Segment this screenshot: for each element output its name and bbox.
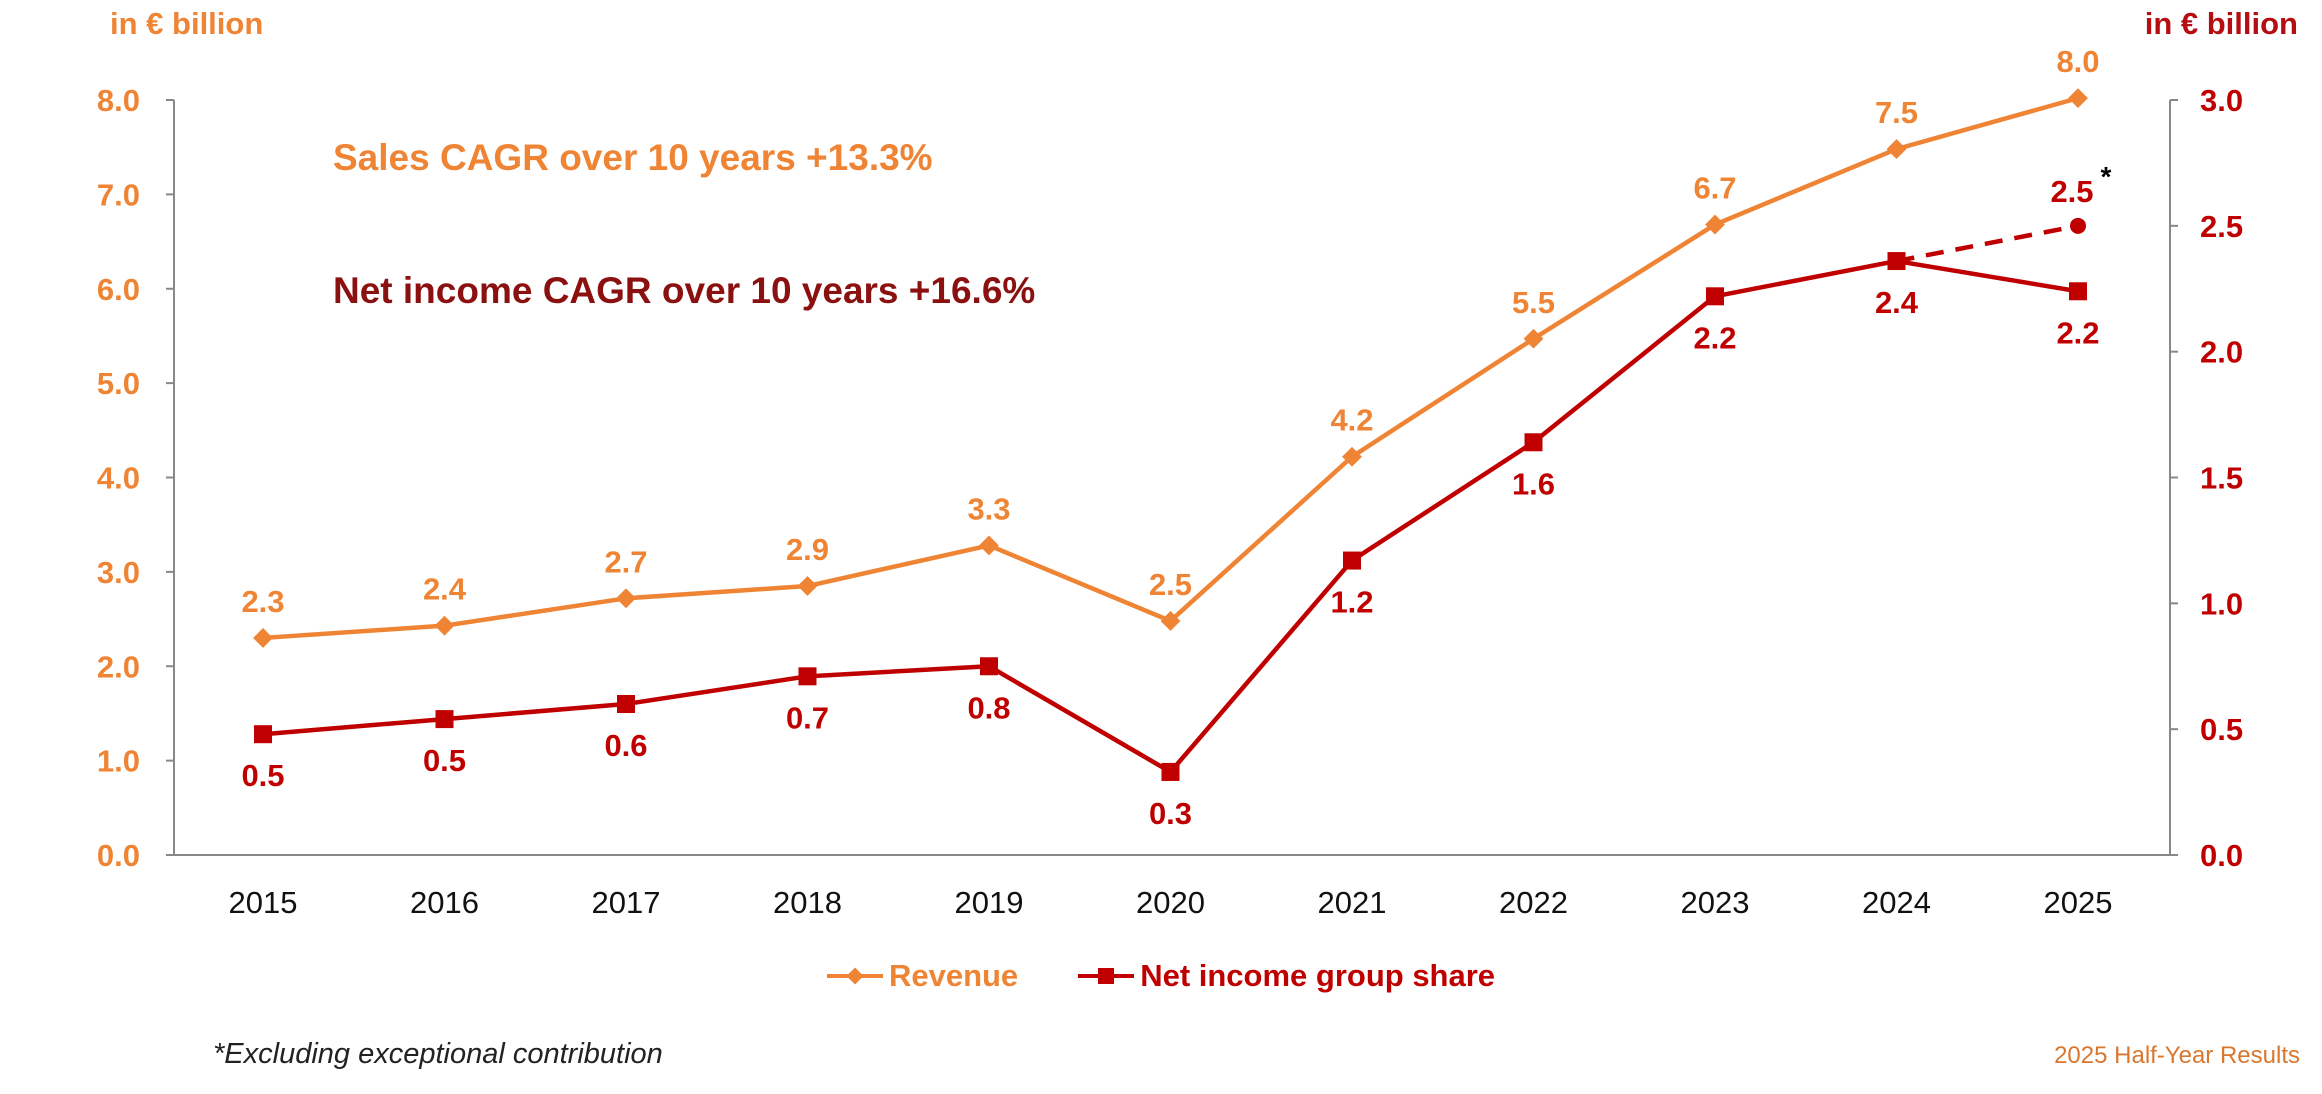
x-axis-tick-label: 2017 bbox=[592, 885, 661, 920]
right-axis-tick-label: 2.0 bbox=[2200, 335, 2243, 370]
net-income-marker bbox=[2069, 282, 2087, 301]
net-income-cagr-annotation: Net income CAGR over 10 years +16.6% bbox=[333, 270, 1036, 311]
right-axis-unit: in € billion bbox=[2144, 6, 2298, 41]
revenue-marker bbox=[434, 615, 455, 636]
x-axis-tick-label: 2016 bbox=[410, 885, 479, 920]
revenue-data-label: 7.5 bbox=[1875, 95, 1918, 130]
x-axis-tick-label: 2024 bbox=[1862, 885, 1931, 920]
revenue-data-label: 2.4 bbox=[423, 572, 467, 607]
net-income-marker bbox=[980, 657, 998, 676]
legend-label-revenue: Revenue bbox=[888, 958, 1019, 993]
net-income-marker bbox=[1706, 287, 1724, 306]
revenue-marker bbox=[616, 588, 636, 609]
legend: Revenue Net income group share bbox=[0, 958, 2322, 994]
left-axis-tick-label: 0.0 bbox=[97, 838, 140, 873]
net-income-data-label: 0.7 bbox=[786, 700, 829, 735]
revenue-marker bbox=[797, 576, 818, 596]
net-income-data-label: 0.8 bbox=[967, 690, 1010, 725]
net-income-marker bbox=[617, 695, 635, 713]
legend-label-net-income: Net income group share bbox=[1140, 958, 1496, 993]
net-income-marker bbox=[1343, 551, 1361, 570]
revenue-data-label: 8.0 bbox=[2056, 44, 2099, 79]
left-axis-tick-label: 1.0 bbox=[97, 744, 140, 779]
legend-item-revenue: Revenue bbox=[826, 958, 1019, 994]
legend-item-net-income: Net income group share bbox=[1078, 958, 1495, 994]
revenue-marker bbox=[979, 535, 999, 556]
net-income-data-label: 2.2 bbox=[1693, 320, 1736, 355]
x-axis-tick-label: 2020 bbox=[1136, 885, 1205, 920]
x-axis-tick-label: 2021 bbox=[1318, 885, 1387, 920]
right-axis-tick-label: 2.5 bbox=[2200, 209, 2243, 244]
revenue-data-label: 2.3 bbox=[241, 584, 284, 619]
net-income-marker bbox=[798, 667, 817, 686]
x-axis-tick-label: 2019 bbox=[955, 885, 1024, 920]
revenue-data-label: 4.2 bbox=[1330, 403, 1373, 438]
right-axis-tick-label: 0.0 bbox=[2200, 838, 2243, 873]
left-axis-tick-label: 5.0 bbox=[97, 366, 140, 401]
revenue-marker bbox=[1342, 446, 1362, 467]
net-income-marker bbox=[1161, 762, 1180, 781]
net-income-marker bbox=[1524, 433, 1543, 452]
asterisk-mark: * bbox=[2101, 161, 2112, 192]
right-axis-tick-label: 0.5 bbox=[2200, 712, 2243, 747]
revenue-marker bbox=[1523, 328, 1544, 349]
left-axis-unit: in € billion bbox=[110, 6, 264, 41]
net-income-adjusted-marker bbox=[2070, 217, 2086, 234]
net-income-data-label: 2.2 bbox=[2056, 315, 2099, 350]
left-axis-tick-label: 4.0 bbox=[97, 461, 140, 496]
revenue-data-label: 5.5 bbox=[1512, 285, 1555, 320]
revenue-marker bbox=[1886, 139, 1907, 159]
net-income-adjusted-label: 2.5 bbox=[2050, 174, 2093, 209]
revenue-marker bbox=[1160, 611, 1181, 631]
net-income-data-label: 0.6 bbox=[604, 728, 647, 763]
right-axis-tick-label: 1.0 bbox=[2200, 586, 2243, 621]
left-axis-tick-label: 8.0 bbox=[97, 83, 140, 118]
sales-cagr-annotation: Sales CAGR over 10 years +13.3% bbox=[333, 137, 933, 178]
x-axis-tick-label: 2025 bbox=[2044, 885, 2113, 920]
net-income-line bbox=[262, 258, 2079, 775]
revenue-data-label: 3.3 bbox=[967, 491, 1010, 526]
revenue-data-label: 2.5 bbox=[1149, 567, 1192, 602]
x-axis-tick-label: 2022 bbox=[1499, 885, 1568, 920]
revenue-line bbox=[262, 95, 2079, 641]
net-income-legend-swatch bbox=[1078, 968, 1135, 984]
x-axis-tick-label: 2018 bbox=[773, 885, 842, 920]
revenue-data-label: 2.7 bbox=[604, 544, 647, 579]
right-axis-tick-label: 1.5 bbox=[2200, 461, 2243, 496]
revenue-legend-swatch bbox=[826, 967, 883, 985]
footnote: *Excluding exceptional contribution bbox=[213, 1038, 663, 1070]
net-income-data-label: 2.4 bbox=[1875, 285, 1919, 320]
net-income-data-label: 0.5 bbox=[423, 743, 466, 778]
revenue-marker bbox=[2068, 88, 2088, 109]
net-income-data-label: 0.3 bbox=[1149, 796, 1192, 831]
left-axis-tick-label: 6.0 bbox=[97, 272, 140, 307]
net-income-marker bbox=[254, 725, 272, 744]
net-income-dashed-extension bbox=[1896, 223, 2079, 264]
net-income-data-label: 0.5 bbox=[241, 758, 284, 793]
net-income-data-label: 1.6 bbox=[1512, 466, 1555, 501]
footer-results-label: 2025 Half-Year Results bbox=[2054, 1042, 2300, 1069]
revenue-marker bbox=[1705, 214, 1725, 235]
revenue-marker bbox=[253, 628, 273, 648]
right-axis-tick-label: 3.0 bbox=[2200, 83, 2243, 118]
net-income-data-label: 1.2 bbox=[1330, 585, 1373, 620]
x-axis-tick-label: 2023 bbox=[1681, 885, 1750, 920]
net-income-marker bbox=[435, 710, 454, 729]
revenue-data-label: 2.9 bbox=[786, 532, 829, 567]
left-axis-tick-label: 7.0 bbox=[97, 177, 140, 212]
left-axis-tick-label: 3.0 bbox=[97, 555, 140, 590]
x-axis-tick-label: 2015 bbox=[229, 885, 298, 920]
revenue-data-label: 6.7 bbox=[1693, 171, 1736, 206]
left-axis-tick-label: 2.0 bbox=[97, 649, 140, 684]
